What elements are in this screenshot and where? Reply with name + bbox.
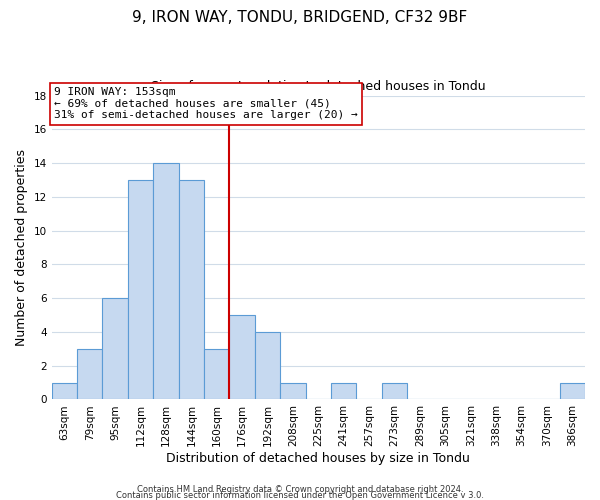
Bar <box>179 180 204 400</box>
Bar <box>204 349 229 400</box>
Bar <box>128 180 153 400</box>
Text: 9, IRON WAY, TONDU, BRIDGEND, CF32 9BF: 9, IRON WAY, TONDU, BRIDGEND, CF32 9BF <box>133 10 467 25</box>
Bar <box>280 382 305 400</box>
Bar <box>560 382 585 400</box>
Bar <box>255 332 280 400</box>
Bar <box>331 382 356 400</box>
Y-axis label: Number of detached properties: Number of detached properties <box>15 149 28 346</box>
Text: Contains public sector information licensed under the Open Government Licence v : Contains public sector information licen… <box>116 490 484 500</box>
X-axis label: Distribution of detached houses by size in Tondu: Distribution of detached houses by size … <box>166 452 470 465</box>
Title: Size of property relative to detached houses in Tondu: Size of property relative to detached ho… <box>151 80 485 93</box>
Text: Contains HM Land Registry data © Crown copyright and database right 2024.: Contains HM Land Registry data © Crown c… <box>137 484 463 494</box>
Bar <box>52 382 77 400</box>
Bar <box>103 298 128 400</box>
Text: 9 IRON WAY: 153sqm
← 69% of detached houses are smaller (45)
31% of semi-detache: 9 IRON WAY: 153sqm ← 69% of detached hou… <box>54 87 358 120</box>
Bar <box>77 349 103 400</box>
Bar <box>382 382 407 400</box>
Bar <box>153 163 179 400</box>
Bar <box>229 315 255 400</box>
